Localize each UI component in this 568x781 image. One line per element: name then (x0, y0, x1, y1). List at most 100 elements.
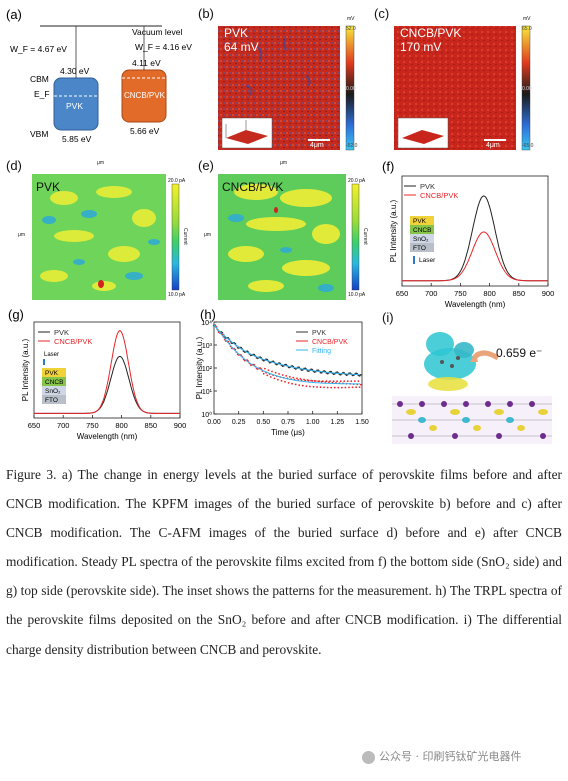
panel-g-label: (g) (8, 307, 24, 322)
x-tick-label-0: 650 (396, 289, 409, 298)
inset-laser-label: Laser (419, 257, 436, 264)
y-tick-label-2: 10² (202, 366, 213, 373)
data-point-1 (311, 380, 314, 382)
inset-layer-label-3: FTO (45, 397, 58, 404)
cafm-xunit: μm (97, 160, 105, 166)
plot-frame (401, 175, 549, 287)
series-line-cncbpvk (402, 231, 548, 282)
panel-d-label: (d) (6, 158, 22, 173)
x-tick-label-3: 800 (115, 421, 128, 430)
data-point-1 (273, 377, 276, 380)
data-point-0 (272, 360, 275, 363)
cafm-yunit: μm (18, 232, 26, 238)
data-point-1 (327, 381, 330, 384)
inset-layer-label-0: PVK (413, 218, 427, 225)
data-point-1 (354, 380, 356, 382)
x-tick-label-5: 1.25 (331, 419, 345, 426)
kpfm-title-pvk: PVK (224, 26, 249, 40)
cafm-cbar-unit: Current (182, 228, 188, 245)
panel-a-energy-diagram: (a) Vacuum level PVK W_F = 4.67 eV 4.30 … (6, 7, 192, 144)
x-axis-label: Wavelength (nm) (77, 432, 138, 441)
x-tick-label-0: 0.00 (207, 419, 221, 426)
data-point-1 (294, 383, 297, 386)
data-point-1 (337, 386, 340, 389)
panel-b-label: (b) (198, 6, 214, 21)
data-point-1 (316, 386, 318, 388)
fit-line-1 (213, 324, 360, 385)
cbm-label: CBM (30, 74, 49, 84)
inset-layer-1 (410, 225, 434, 234)
inset-layer-0 (42, 368, 66, 377)
panel-i-charge-density: (i) 0.659 (378, 306, 562, 456)
ef-label: E_F (34, 89, 50, 99)
data-point-1 (319, 386, 322, 389)
kpfm-cbar-bot: -52.0 (346, 143, 358, 149)
data-point-1 (358, 386, 361, 388)
kpfm-cbar-mid: 0.00 (346, 86, 356, 92)
data-point-0 (358, 375, 361, 377)
cafm-cbar-bot: 10.0 pA (168, 292, 186, 298)
panel-g-pl-chart: (g) 650 700 750 800 850 900 Wavelength (nm) PL I… (8, 307, 187, 441)
data-point-1 (312, 385, 315, 388)
x-tick-label-6: 1.50 (355, 419, 369, 426)
kpfm-colorbar-cncb (521, 25, 531, 151)
data-point-0 (359, 374, 362, 376)
data-point-1 (359, 383, 362, 386)
data-point-1 (322, 380, 324, 383)
y-tick-label-4: 10⁴ (201, 320, 212, 327)
legend-label-0: PVK (312, 330, 326, 337)
panel-e-cafm-cncb: (e) CNCB/PVK μm μm 20.0 pA 10.0 pA Curre… (196, 158, 376, 306)
data-point-1 (344, 386, 347, 389)
molecule-charge-cloud (424, 332, 476, 391)
fit-line-0 (213, 325, 361, 376)
y-tick-label-1: 10¹ (202, 389, 213, 396)
inset-layer-1 (42, 377, 66, 386)
y-axis-label: PL Intensity (a.u.) (196, 336, 204, 399)
data-point-1 (304, 379, 307, 382)
panel-e-label: (e) (198, 158, 214, 173)
x-tick-label-5: 900 (174, 421, 187, 430)
cafm-xunit-cncb: μm (280, 160, 288, 166)
watermark-text: 公众号 · 印刷钙钛矿光电器件 (379, 750, 522, 763)
data-point-0 (304, 367, 307, 370)
cafm-title-pvk: PVK (36, 180, 61, 194)
cafm-title-cncb: CNCB/PVK (222, 180, 284, 194)
figure-caption: Figure 3. a) The change in energy levels… (6, 460, 562, 664)
data-point-1 (269, 376, 272, 378)
y-axis-label: PL Intensity (a.u.) (21, 338, 30, 401)
data-point-0 (317, 369, 320, 372)
y-tick-label-0: 10⁰ (201, 411, 212, 419)
panel-i-label: (i) (382, 310, 394, 325)
caption-text: Figure 3. a) The change in energy levels… (6, 467, 562, 657)
cafm-yunit-cncb: μm (204, 232, 212, 238)
data-point-1 (298, 384, 301, 386)
data-point-1 (314, 380, 317, 382)
cncb-vbm-value: 5.66 eV (130, 126, 160, 136)
data-point-1 (288, 375, 291, 378)
data-point-1 (341, 386, 343, 389)
watermark: 公众号 · 印刷钙钛矿光电器件 (362, 748, 522, 764)
wf-pvk-label: W_F = 4.67 eV (10, 44, 67, 54)
wechat-icon (362, 750, 375, 764)
x-tick-label-4: 850 (513, 289, 526, 298)
data-point-1 (346, 380, 349, 383)
inset-layer-3 (42, 395, 66, 404)
data-point-1 (305, 385, 308, 387)
data-point-1 (357, 380, 360, 382)
data-point-1 (267, 369, 270, 371)
inset-layer-label-0: PVK (45, 370, 59, 377)
data-point-1 (329, 380, 331, 383)
data-point-1 (291, 382, 293, 385)
data-point-1 (309, 385, 311, 388)
kpfm-scale-bar-cncb: 4μm (486, 142, 500, 149)
kpfm-cbar-top-cncb: 65.0 (522, 26, 532, 32)
data-point-1 (355, 386, 357, 389)
data-point-1 (264, 367, 266, 370)
x-tick-label-0: 650 (28, 421, 41, 430)
legend-label-0: PVK (420, 182, 435, 191)
charge-transfer-value: 0.659 e⁻ (496, 346, 543, 360)
inset-layer-label-2: SnO₂ (413, 236, 429, 243)
x-tick-label-4: 850 (145, 421, 158, 430)
inset-laser-label: Laser (44, 352, 59, 358)
data-point-0 (339, 373, 342, 376)
